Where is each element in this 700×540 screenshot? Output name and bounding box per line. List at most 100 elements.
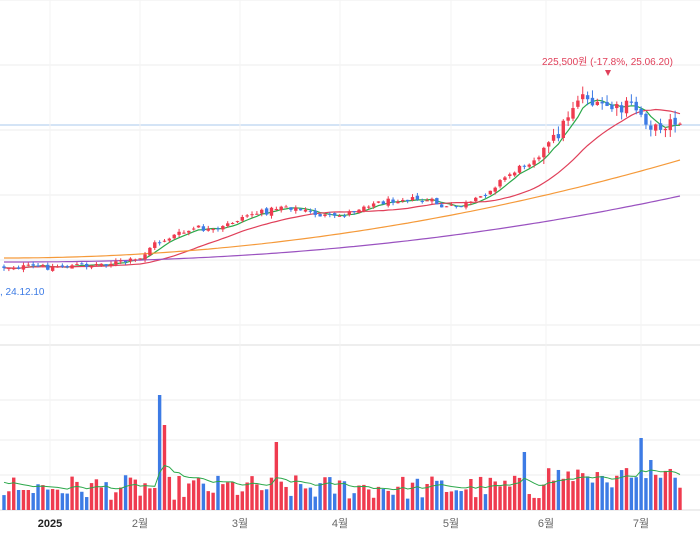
candle-body <box>337 215 342 217</box>
candle-body <box>235 221 240 223</box>
candle-body <box>430 198 434 202</box>
volume-bar <box>294 475 298 510</box>
volume-bar <box>459 491 463 510</box>
candle-body <box>80 263 84 265</box>
volume-bar <box>673 477 677 510</box>
volume-bar <box>449 491 454 510</box>
volume-bar <box>362 484 366 510</box>
candle-body <box>46 264 50 270</box>
candle-body <box>595 101 600 106</box>
candle-body <box>333 213 337 216</box>
volume-bar <box>561 478 565 510</box>
volume-bar <box>323 477 327 510</box>
volume-bar <box>546 468 551 510</box>
x-tick-label: 5월 <box>443 517 459 530</box>
ma60-line <box>4 159 681 259</box>
volume-bar <box>226 482 230 510</box>
volume-bar <box>143 483 147 510</box>
volume-bar <box>255 484 259 510</box>
candle-body <box>425 200 429 202</box>
volume-bar <box>2 495 6 510</box>
volume-bar <box>619 470 624 510</box>
grid-lines <box>0 0 700 511</box>
candle-body <box>303 209 308 212</box>
candle-body <box>323 214 327 216</box>
candle-body <box>386 198 390 206</box>
volume-bar <box>444 491 449 510</box>
volume-bar <box>493 481 497 510</box>
volume-bar <box>342 481 347 510</box>
candle-body <box>405 199 410 202</box>
candle-body <box>576 100 580 107</box>
volume-bar <box>605 482 609 510</box>
volume-bar <box>41 485 45 510</box>
volume-bar <box>55 489 60 510</box>
volume-bar <box>634 477 638 510</box>
volume-bar <box>298 484 303 510</box>
candle-body <box>605 101 609 106</box>
candle-body <box>517 165 522 173</box>
candle-body <box>148 247 152 256</box>
volume-bar <box>196 477 201 510</box>
candle-body <box>264 208 269 215</box>
candle-body <box>639 108 643 115</box>
candle-body <box>522 165 527 167</box>
volume-bar <box>401 476 405 510</box>
volume-bar <box>182 496 186 510</box>
candle-body <box>590 97 595 106</box>
volume-bar <box>556 469 561 510</box>
volume-bar <box>454 490 458 510</box>
candle-body <box>653 124 658 131</box>
volume-bar <box>474 497 478 510</box>
volume-bar <box>308 487 313 510</box>
annotations: 225,500원 (-17.8%, 25.06.20) , 24.12.10 <box>0 56 673 298</box>
volume-bar <box>512 475 517 510</box>
volume-bar <box>148 488 152 510</box>
candle-body <box>658 123 663 130</box>
candle-body <box>367 206 371 208</box>
candle-body <box>31 264 35 266</box>
volume-bar <box>50 489 55 510</box>
candle-body <box>269 207 274 216</box>
volume-bar <box>274 442 279 510</box>
x-tick-label: 4월 <box>332 517 348 530</box>
volume-bar <box>532 497 536 510</box>
candle-body <box>449 204 454 206</box>
high-price-label: 225,500원 (-17.8%, 25.06.20) <box>542 56 673 68</box>
volume-bar <box>191 480 196 510</box>
volume-bar <box>94 479 99 510</box>
candle-body <box>624 100 629 114</box>
candle-body <box>454 205 458 207</box>
candle-body <box>362 206 366 212</box>
candle-body <box>556 134 561 139</box>
volume-bar <box>89 483 94 510</box>
volume-bar <box>658 477 663 510</box>
candle-body <box>84 263 89 267</box>
candle-body <box>678 123 682 125</box>
volume-bar <box>187 483 191 510</box>
candle-body <box>114 261 118 265</box>
candle-body <box>7 268 11 270</box>
volume-bar <box>498 486 502 510</box>
volume-bar <box>576 469 580 510</box>
candle-body <box>177 231 181 235</box>
candle-body <box>546 142 551 147</box>
candle-body <box>104 264 108 266</box>
volume-bar <box>46 489 50 510</box>
volume-bar <box>109 499 113 510</box>
candle-body <box>123 260 128 263</box>
ma20-line <box>3 108 681 269</box>
volume-bar <box>65 493 69 510</box>
volume-bar <box>75 481 79 510</box>
ma120-line <box>4 195 681 263</box>
candle-body <box>464 202 468 208</box>
candle-body <box>542 147 546 158</box>
candle-body <box>274 209 279 211</box>
candle-body <box>347 211 351 215</box>
candle-body <box>240 216 245 221</box>
candle-body <box>391 199 395 203</box>
candle-body <box>172 234 176 239</box>
candle-body <box>532 160 536 165</box>
candle-body <box>527 164 531 167</box>
candle-body <box>230 222 235 224</box>
